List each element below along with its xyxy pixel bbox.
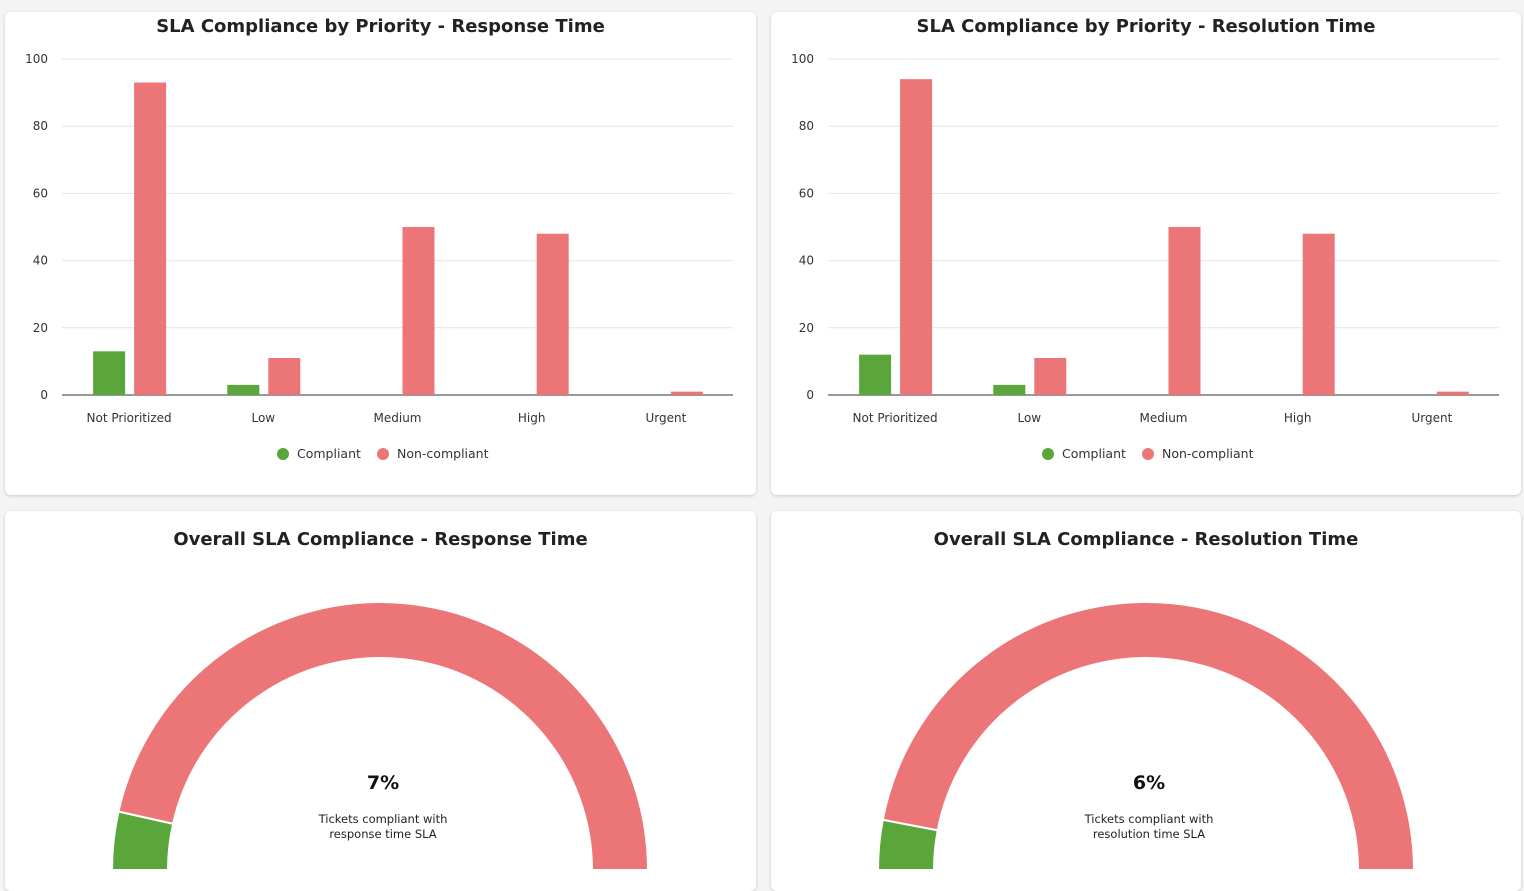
x-tick-label: Low — [1017, 411, 1041, 425]
y-tick-label: 80 — [33, 119, 48, 133]
bar-compliant — [993, 384, 1026, 395]
y-tick-label: 40 — [799, 254, 814, 268]
x-tick-label: High — [518, 411, 546, 425]
gauge-card-response: Overall SLA Compliance - Response Time 7… — [5, 511, 756, 891]
x-tick-label: Urgent — [1411, 411, 1452, 425]
bar-chart-response: 0 20 40 60 80 100 Not Prioritized Low Medium High… — [25, 52, 733, 461]
bar-card-response: SLA Compliance by Priority - Response Ti… — [5, 12, 756, 495]
x-tick-label: Low — [251, 411, 275, 425]
x-tick-label: Medium — [374, 411, 422, 425]
bar-noncompliant — [900, 79, 933, 395]
x-tick-label: High — [1284, 411, 1312, 425]
legend-label: Compliant — [1062, 446, 1126, 461]
legend-label: Non-compliant — [397, 446, 489, 461]
gauge-resolution: 6% Tickets compliant with resolution tim… — [876, 601, 1416, 871]
gauge-caption-1: Tickets compliant with — [318, 812, 448, 826]
y-tick-label: 100 — [25, 52, 48, 66]
legend-marker — [1042, 448, 1054, 460]
gauge-caption-1: Tickets compliant with — [1084, 812, 1214, 826]
y-tick-label: 40 — [33, 254, 48, 268]
chart-title: Overall SLA Compliance - Resolution Time — [933, 529, 1359, 550]
gauge-caption-2: response time SLA — [329, 827, 436, 841]
bar-noncompliant — [134, 82, 167, 396]
bar-compliant — [227, 384, 260, 395]
gauge-value: 6% — [1133, 772, 1165, 794]
legend-label: Non-compliant — [1162, 446, 1254, 461]
legend-marker — [377, 448, 389, 460]
x-tick-label: Not Prioritized — [853, 411, 938, 425]
x-tick-label: Medium — [1140, 411, 1188, 425]
bar-noncompliant — [536, 233, 569, 395]
gauge-caption-2: resolution time SLA — [1093, 827, 1205, 841]
legend-label: Compliant — [297, 446, 361, 461]
legend-marker — [1142, 448, 1154, 460]
bar-chart-resolution: 0 20 40 60 80 100 Not Prioritized Low Medium High… — [791, 52, 1499, 461]
y-tick-label: 0 — [806, 388, 814, 402]
gauge-value: 7% — [367, 772, 399, 794]
gauge-card-resolution: Overall SLA Compliance - Resolution Time… — [771, 511, 1521, 891]
gauge-noncompliant-segment — [881, 601, 1416, 871]
x-tick-label: Urgent — [645, 411, 686, 425]
y-tick-label: 0 — [40, 388, 48, 402]
bar-noncompliant — [402, 227, 435, 395]
bar-compliant — [93, 351, 126, 395]
bar-noncompliant — [670, 391, 703, 395]
chart-title: SLA Compliance by Priority - Response Ti… — [156, 16, 605, 37]
y-tick-label: 60 — [33, 186, 48, 200]
y-tick-label: 20 — [799, 321, 814, 335]
y-tick-label: 20 — [33, 321, 48, 335]
bar-noncompliant — [1168, 227, 1201, 395]
bar-noncompliant — [1302, 233, 1335, 395]
y-tick-label: 100 — [791, 52, 814, 66]
y-tick-label: 80 — [799, 119, 814, 133]
bar-compliant — [859, 354, 892, 395]
bar-card-resolution: SLA Compliance by Priority - Resolution … — [771, 12, 1521, 495]
gauge-response: 7% Tickets compliant with response time … — [110, 601, 650, 871]
bar-noncompliant — [1034, 358, 1067, 395]
bar-noncompliant — [1436, 391, 1469, 395]
gauge-noncompliant-segment — [117, 601, 650, 871]
chart-title: SLA Compliance by Priority - Resolution … — [916, 16, 1376, 37]
legend-marker — [277, 448, 289, 460]
bar-noncompliant — [268, 358, 301, 395]
chart-title: Overall SLA Compliance - Response Time — [173, 529, 588, 550]
x-tick-label: Not Prioritized — [87, 411, 172, 425]
y-tick-label: 60 — [799, 186, 814, 200]
